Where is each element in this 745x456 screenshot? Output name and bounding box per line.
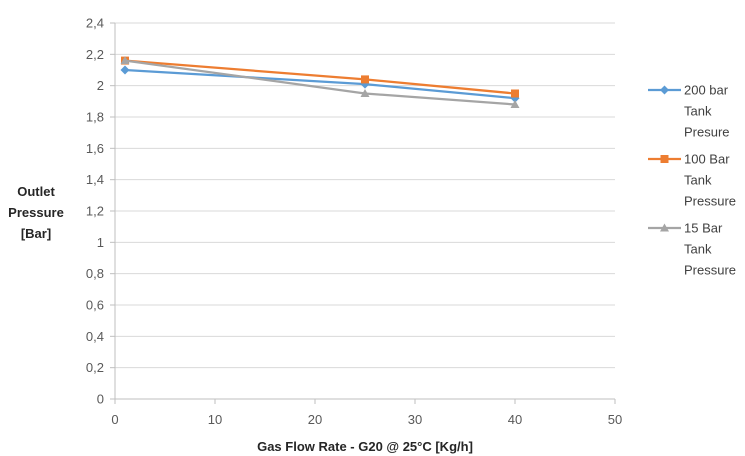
legend-item: 200 bar Tank Presure xyxy=(648,83,730,140)
x-axis-title: Gas Flow Rate - G20 @ 25°C [Kg/h] xyxy=(257,439,473,454)
y-tick-label: 2 xyxy=(97,78,104,93)
series-group xyxy=(120,56,520,108)
data-point xyxy=(360,89,370,97)
y-axis-title: Outlet Pressure [Bar] xyxy=(8,184,64,241)
series-1 xyxy=(120,65,520,103)
x-tick-label: 20 xyxy=(308,412,322,427)
y-tick-label: 1,2 xyxy=(86,204,104,219)
y-tick-label: 0,6 xyxy=(86,298,104,313)
y-tick-label: 0,8 xyxy=(86,266,104,281)
y-tick-label: 2,2 xyxy=(86,47,104,62)
x-tick-label: 10 xyxy=(208,412,222,427)
data-point xyxy=(510,99,520,108)
x-tick-label: 50 xyxy=(608,412,622,427)
y-tick-label: 1,8 xyxy=(86,110,104,125)
gridlines xyxy=(115,22,615,369)
legend-label: 15 Bar xyxy=(684,221,723,236)
legend-marker xyxy=(660,155,669,163)
legend-label: Tank xyxy=(684,104,712,119)
series-3 xyxy=(120,56,520,108)
y-tick-label: 0 xyxy=(97,392,104,407)
data-point xyxy=(120,65,130,75)
legend-label: 200 bar xyxy=(684,83,729,98)
y-tick-label: 1,4 xyxy=(86,172,104,187)
y-tick-label: 1 xyxy=(97,235,104,250)
legend-label: Pressure xyxy=(684,263,736,278)
legend-label: Pressure xyxy=(684,194,736,209)
x-tick-label: 30 xyxy=(408,412,422,427)
legend-marker xyxy=(660,223,669,232)
series-line xyxy=(124,59,516,95)
y-tick-label: 1,6 xyxy=(86,141,104,156)
y-axis-ticks: 0 0,2 0,4 0,6 0,8 1 1,2 1,4 1,6 1,8 2 2,2 2,4 xyxy=(86,16,115,407)
legend-label: Tank xyxy=(684,242,712,257)
series-2 xyxy=(121,56,519,98)
y-axis-title-line: [Bar] xyxy=(21,226,51,241)
legend-item: 100 Bar Tank Pressure xyxy=(648,152,736,209)
data-point xyxy=(361,75,369,84)
series-line xyxy=(124,68,516,100)
y-tick-label: 0,2 xyxy=(86,360,104,375)
data-point xyxy=(120,56,130,65)
y-axis-title-line: Outlet xyxy=(17,184,55,199)
y-tick-label: 2,4 xyxy=(86,16,104,31)
x-axis-ticks: 0 10 20 30 40 50 xyxy=(111,399,622,427)
data-point xyxy=(511,89,519,98)
x-tick-label: 0 xyxy=(111,412,118,427)
legend-marker xyxy=(660,85,669,95)
y-tick-label: 0,4 xyxy=(86,329,104,344)
legend-item: 15 Bar Tank Pressure xyxy=(648,221,736,278)
x-tick-label: 40 xyxy=(508,412,522,427)
legend-label: Tank xyxy=(684,173,712,188)
legend-label: 100 Bar xyxy=(684,152,730,167)
legend-label: Presure xyxy=(684,125,730,140)
y-axis-title-line: Pressure xyxy=(8,205,64,220)
